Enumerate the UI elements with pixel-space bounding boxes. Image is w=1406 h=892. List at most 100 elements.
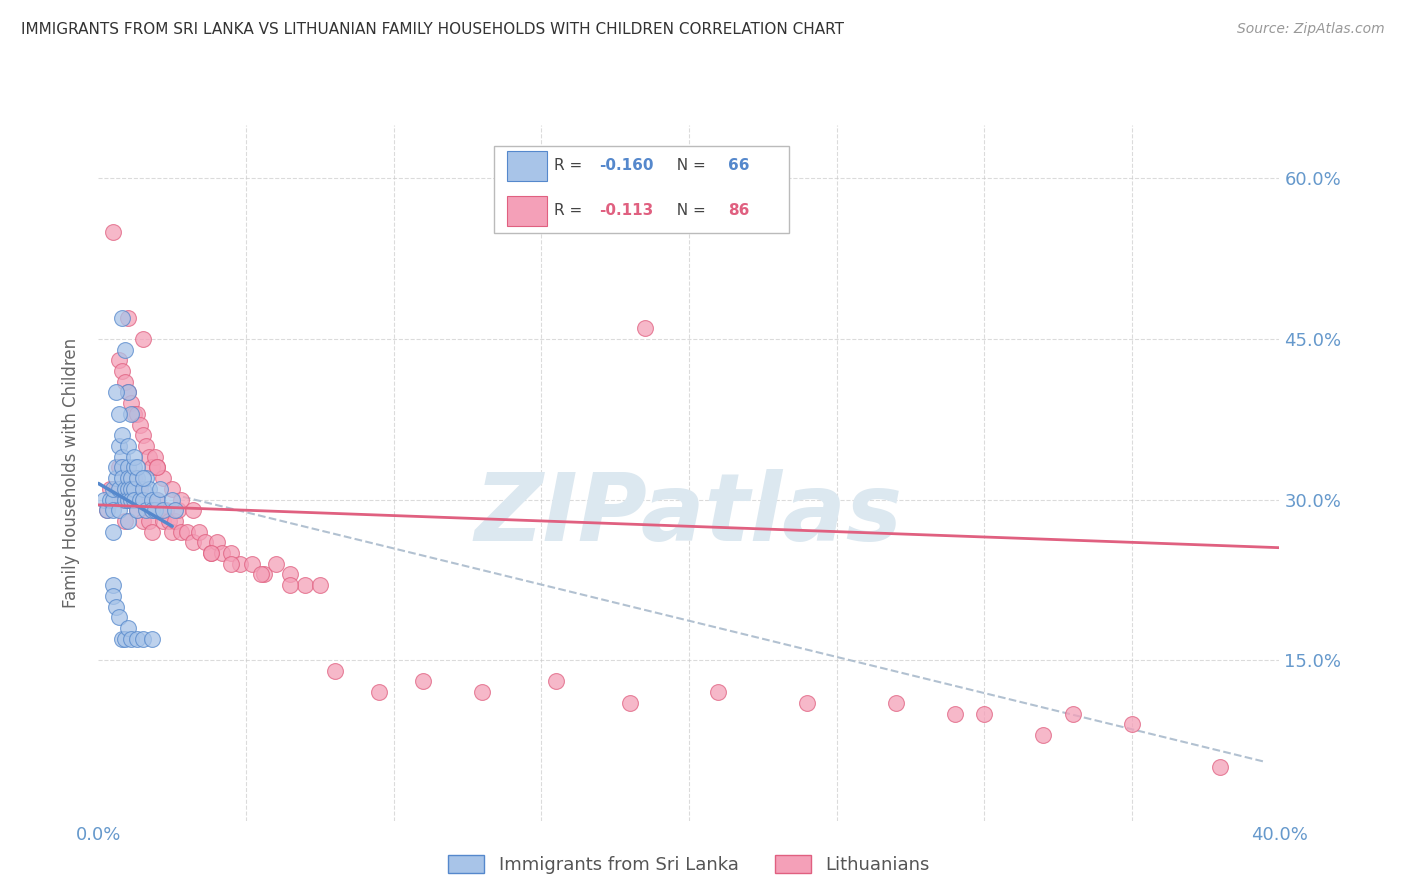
Point bbox=[149, 482, 172, 496]
Point bbox=[323, 664, 346, 678]
Point bbox=[264, 557, 287, 571]
Text: -0.113: -0.113 bbox=[599, 203, 654, 218]
Point bbox=[205, 535, 228, 549]
Point bbox=[162, 524, 183, 539]
Text: IMMIGRANTS FROM SRI LANKA VS LITHUANIAN FAMILY HOUSEHOLDS WITH CHILDREN CORRELAT: IMMIGRANTS FROM SRI LANKA VS LITHUANIAN … bbox=[21, 22, 844, 37]
Point bbox=[165, 503, 187, 517]
Point bbox=[122, 471, 145, 485]
Point bbox=[125, 407, 148, 421]
Point bbox=[122, 407, 145, 421]
Point bbox=[132, 471, 155, 485]
Point bbox=[96, 503, 118, 517]
Point bbox=[103, 492, 125, 507]
Point bbox=[108, 482, 131, 496]
Point bbox=[120, 492, 142, 507]
Point bbox=[149, 503, 172, 517]
Point bbox=[143, 503, 166, 517]
Point bbox=[162, 482, 183, 496]
Point bbox=[103, 589, 125, 603]
Point bbox=[120, 396, 142, 410]
Point bbox=[200, 546, 222, 560]
Text: R =: R = bbox=[554, 203, 588, 218]
Point bbox=[181, 503, 204, 517]
Y-axis label: Family Households with Children: Family Households with Children bbox=[62, 338, 80, 607]
Point bbox=[138, 514, 160, 528]
Point bbox=[141, 524, 163, 539]
Point bbox=[111, 310, 134, 325]
Point bbox=[108, 439, 131, 453]
Point bbox=[181, 535, 204, 549]
Point bbox=[105, 460, 128, 475]
Point bbox=[114, 492, 136, 507]
FancyBboxPatch shape bbox=[508, 196, 547, 226]
Point bbox=[135, 439, 157, 453]
Point bbox=[122, 492, 145, 507]
Point bbox=[471, 685, 494, 699]
Point bbox=[111, 471, 134, 485]
Point bbox=[117, 385, 139, 400]
Point bbox=[253, 567, 276, 582]
Text: N =: N = bbox=[666, 203, 710, 218]
Point bbox=[103, 524, 125, 539]
Point bbox=[200, 546, 222, 560]
Point bbox=[211, 546, 233, 560]
Point bbox=[132, 428, 155, 442]
Point bbox=[170, 524, 193, 539]
Point bbox=[120, 482, 142, 496]
Point bbox=[120, 482, 142, 496]
Point bbox=[117, 310, 139, 325]
Point bbox=[103, 492, 125, 507]
Point bbox=[117, 471, 139, 485]
Point bbox=[111, 632, 134, 646]
Point bbox=[117, 492, 139, 507]
Point bbox=[114, 514, 136, 528]
Point bbox=[122, 482, 145, 496]
Point bbox=[219, 557, 242, 571]
Point bbox=[105, 482, 128, 496]
Point bbox=[165, 514, 187, 528]
Point bbox=[105, 471, 128, 485]
Point bbox=[122, 450, 145, 464]
Point bbox=[111, 460, 134, 475]
Point bbox=[128, 492, 150, 507]
Point bbox=[125, 503, 148, 517]
Point bbox=[132, 514, 155, 528]
Point bbox=[117, 621, 139, 635]
Point bbox=[103, 225, 125, 239]
Point bbox=[1209, 760, 1232, 774]
Point bbox=[120, 407, 142, 421]
FancyBboxPatch shape bbox=[494, 145, 789, 233]
Point bbox=[546, 674, 568, 689]
Point bbox=[141, 460, 163, 475]
Point bbox=[167, 503, 190, 517]
Point bbox=[135, 503, 157, 517]
Point bbox=[141, 632, 163, 646]
Point bbox=[114, 632, 136, 646]
Point bbox=[135, 503, 157, 517]
Point bbox=[103, 482, 125, 496]
Point bbox=[619, 696, 641, 710]
Point bbox=[125, 503, 148, 517]
Point bbox=[117, 471, 139, 485]
Point bbox=[125, 471, 148, 485]
Point bbox=[1121, 717, 1143, 731]
Point bbox=[141, 492, 163, 507]
Point bbox=[146, 460, 169, 475]
Point bbox=[105, 385, 128, 400]
Point bbox=[143, 503, 166, 517]
Point bbox=[973, 706, 995, 721]
Point bbox=[194, 535, 217, 549]
Point bbox=[128, 482, 150, 496]
Point bbox=[162, 492, 183, 507]
Point bbox=[152, 471, 174, 485]
Point bbox=[707, 685, 730, 699]
Point bbox=[229, 557, 252, 571]
Point bbox=[117, 492, 139, 507]
Point bbox=[98, 482, 121, 496]
Point bbox=[368, 685, 391, 699]
Point bbox=[278, 567, 302, 582]
Point bbox=[1062, 706, 1084, 721]
Point bbox=[111, 428, 134, 442]
Legend: Immigrants from Sri Lanka, Lithuanians: Immigrants from Sri Lanka, Lithuanians bbox=[441, 847, 936, 881]
Text: 66: 66 bbox=[728, 158, 749, 173]
